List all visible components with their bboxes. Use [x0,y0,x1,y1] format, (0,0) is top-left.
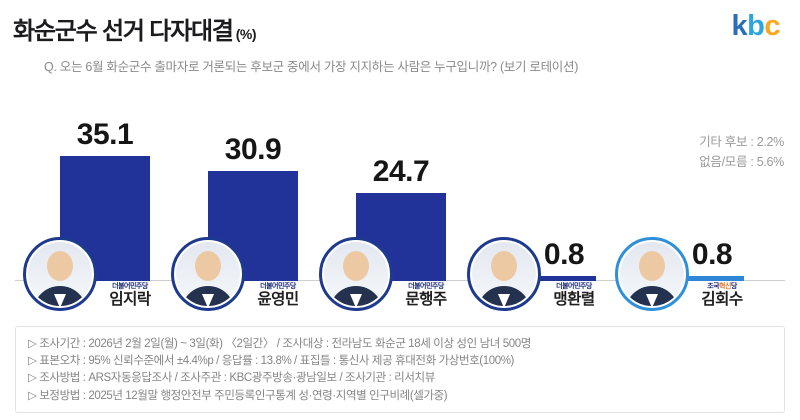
methodology-line: ▷ 보정방법 : 2025년 12월말 행정안전부 주민등록인구통계 성·연령·… [28,389,448,402]
candidate-photo-frame [324,242,388,306]
bar-맹환렬 [539,276,596,281]
candidate-name: 문행주 [405,291,447,308]
kbc-logo-k: k [731,10,748,42]
candidate-label-김회수: 조국혁신당 김회수 [667,283,777,308]
candidate-label-문행주: 더불어민주당 문행주 [371,283,481,308]
candidate-label-임지락: 더불어민주당 임지락 [75,283,185,308]
value-label-맹환렬: 0.8 [543,238,585,271]
kbc-logo-b: b [747,10,765,42]
kbc-logo: kbc [732,12,781,41]
candidate-name: 김회수 [701,291,743,308]
bar-김회수 [687,276,744,281]
party-label: 더불어민주당 [408,283,444,290]
candidate-photo-frame [472,242,536,306]
other-responses-note: 기타 후보 : 2.2% 없음/모름 : 5.6% [699,132,784,172]
candidate-photo-윤영민 [171,237,245,311]
candidate-photo-맹환렬 [467,237,541,311]
person-head-icon [343,251,369,281]
party-label: 더불어민주당 [112,283,148,290]
candidate-photo-김회수 [615,237,689,311]
candidate-label-윤영민: 더불어민주당 윤영민 [223,283,333,308]
methodology-box: ▷ 조사기간 : 2026년 2월 2일(월) ~ 3일(화) 〈2일간〉 / … [15,326,785,413]
candidate-photo-frame [176,242,240,306]
candidate-name: 임지락 [109,291,151,308]
none-dontknow-value: 없음/모름 : 5.6% [699,155,784,169]
person-head-icon [491,251,517,281]
page-title: 화순군수 선거 다자대결 (%) [13,11,257,46]
candidate-label-맹환렬: 더불어민주당 맹환렬 [519,283,629,308]
candidate-photo-문행주 [319,237,393,311]
candidate-name: 맹환렬 [553,291,595,308]
value-label-문행주: 24.7 [372,155,430,188]
methodology-line: ▷ 표본오차 : 95% 신뢰수준에서 ±4.4%p / 응답률 : 13.8%… [28,355,514,368]
candidate-photo-frame [620,242,684,306]
party-label: 더불어민주당 [556,283,592,290]
survey-question: Q. 오는 6월 화순군수 출마자로 거론되는 후보군 중에서 가장 지지하는 … [44,60,579,74]
methodology-line: ▷ 조사방법 : ARS자동응답조사 / 조사주관 : KBC광주방송·광남일보… [28,372,435,385]
value-label-윤영민: 30.9 [224,133,282,166]
candidate-name: 윤영민 [257,291,299,308]
page-title-text: 화순군수 선거 다자대결 [13,18,234,45]
person-head-icon [195,251,221,281]
person-head-icon [47,251,73,281]
party-label: 조국혁신당 [707,283,737,290]
value-label-김회수: 0.8 [691,238,733,271]
person-head-icon [639,251,665,281]
value-label-임지락: 35.1 [76,118,134,151]
candidate-photo-frame [28,242,92,306]
other-candidates-value: 기타 후보 : 2.2% [699,135,784,149]
kbc-logo-c: c [764,10,780,42]
methodology-line: ▷ 조사기간 : 2026년 2월 2일(월) ~ 3일(화) 〈2일간〉 / … [28,338,531,350]
party-label: 더불어민주당 [260,283,296,290]
page-title-unit: (%) [235,26,257,42]
candidate-photo-임지락 [23,237,97,311]
